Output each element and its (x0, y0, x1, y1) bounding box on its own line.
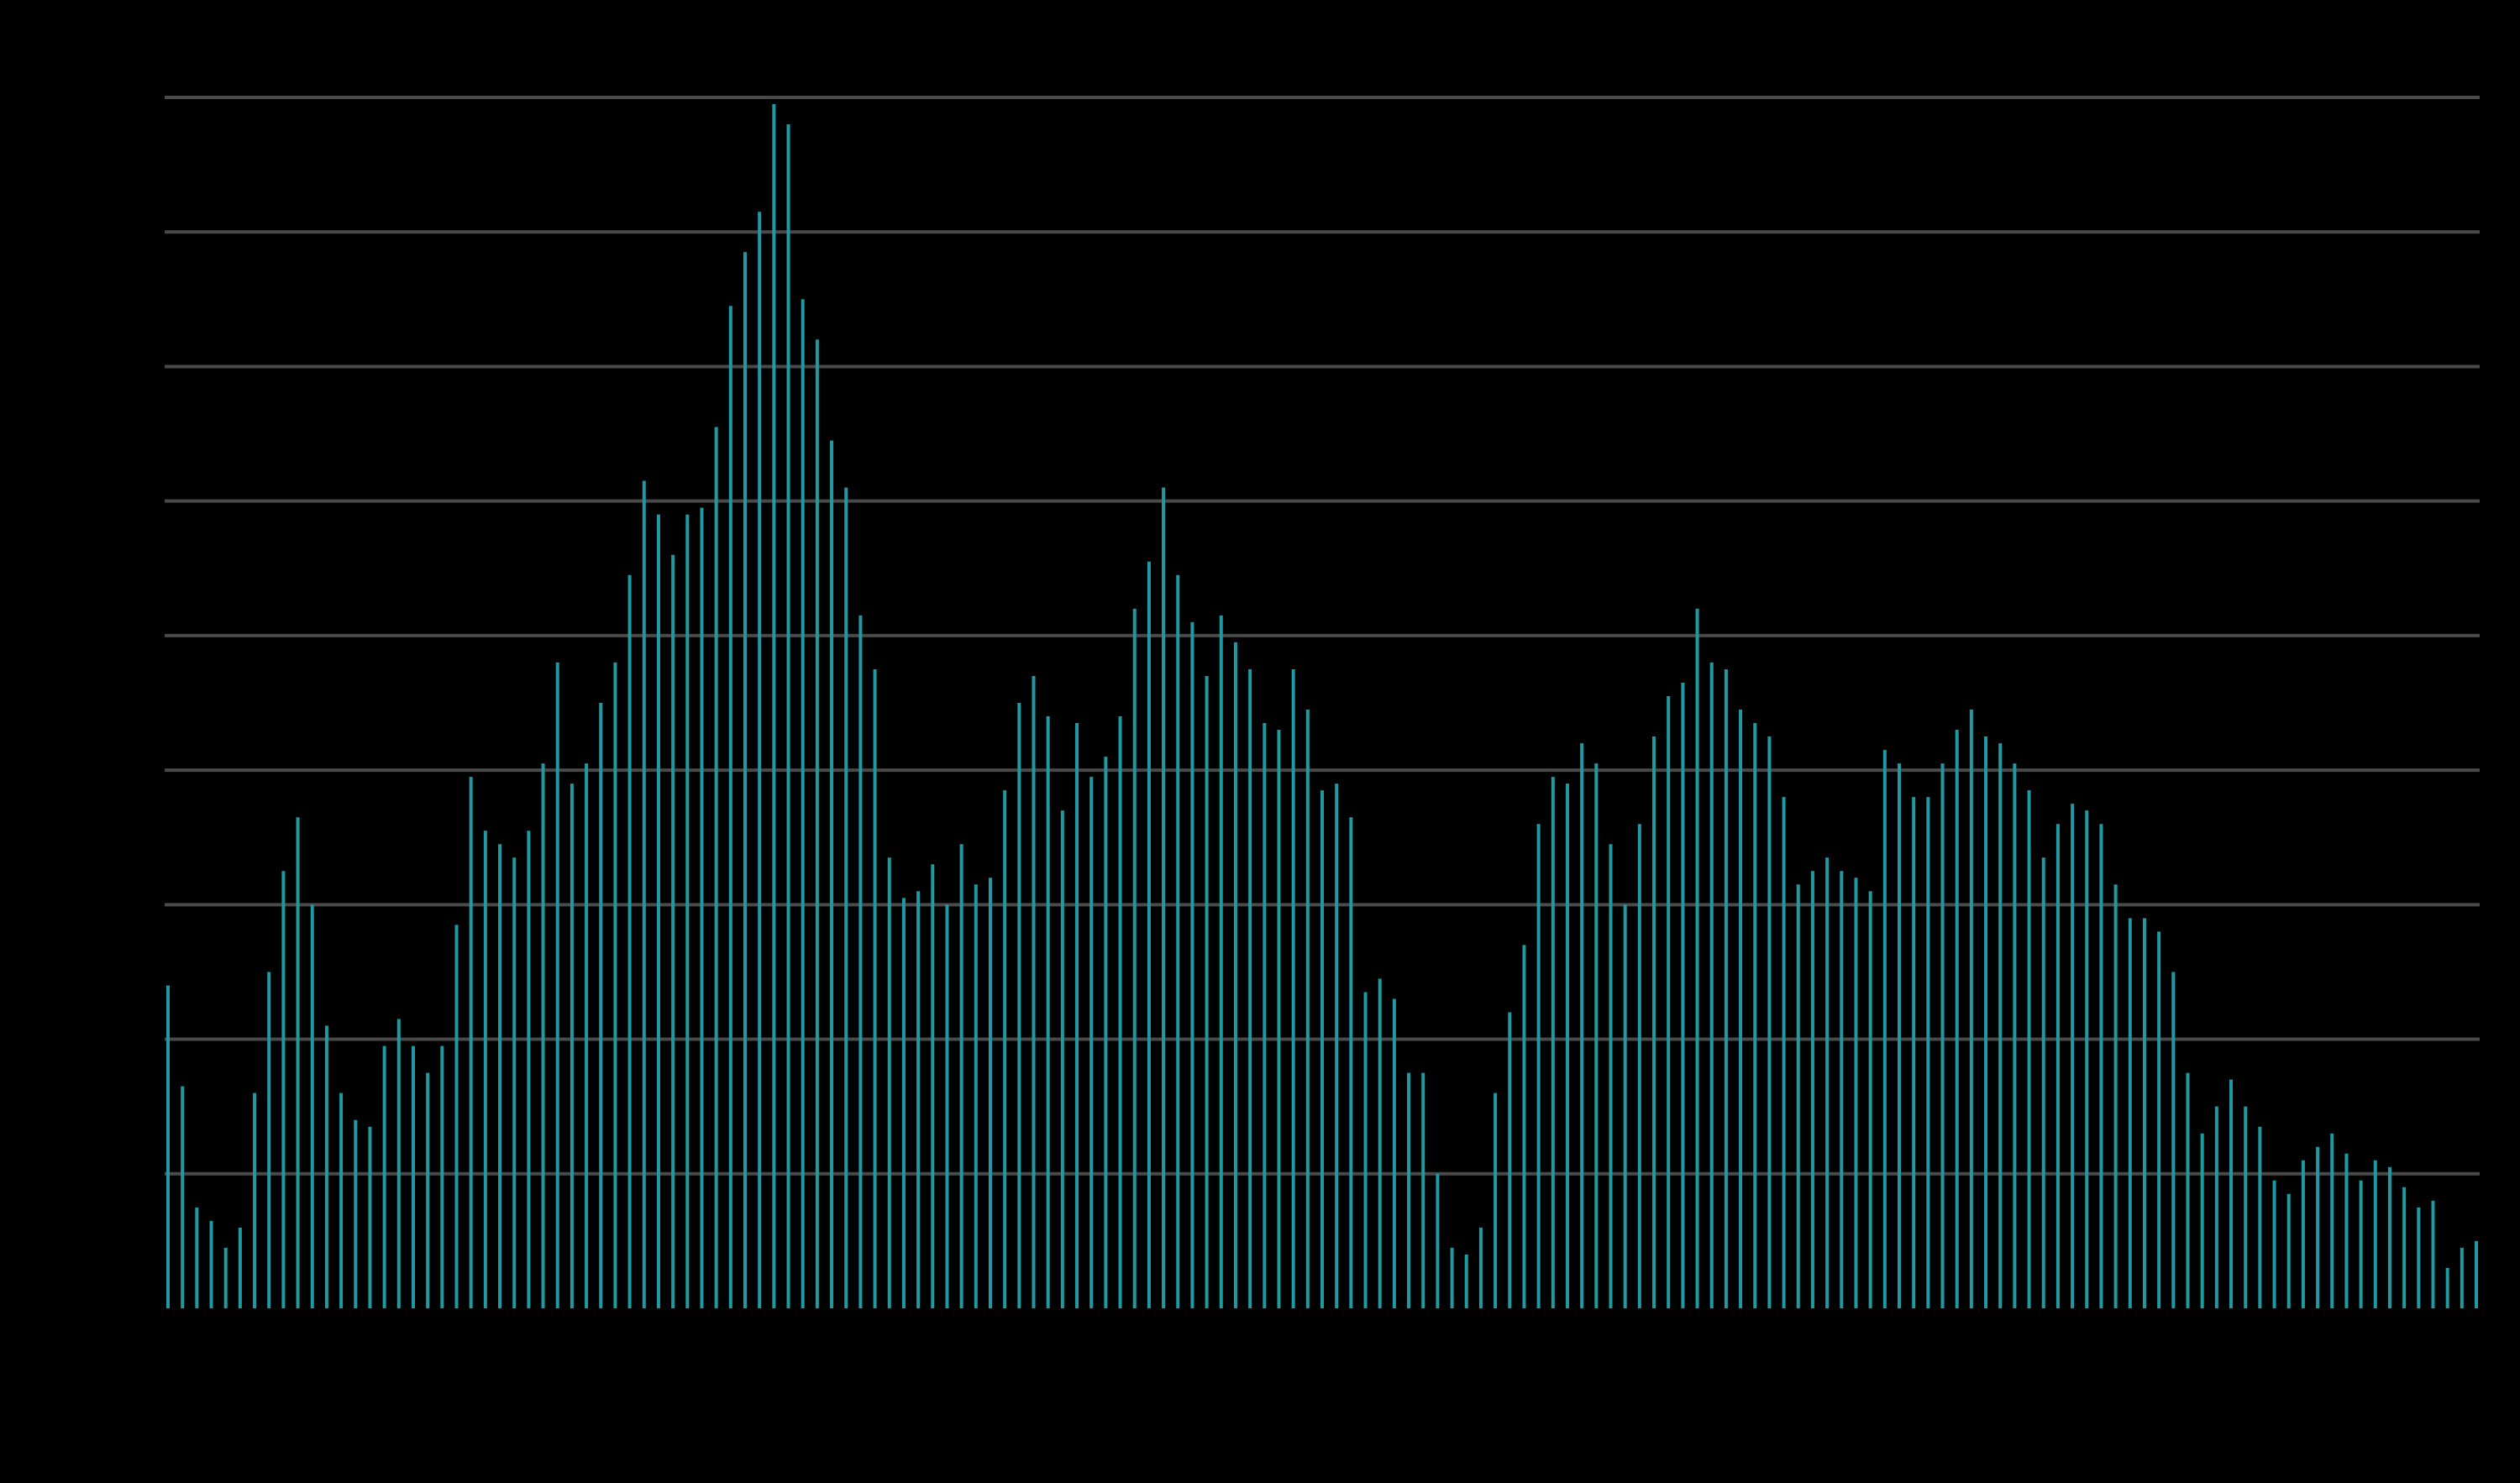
gridlines (165, 96, 2480, 1176)
bars (166, 104, 2478, 1308)
